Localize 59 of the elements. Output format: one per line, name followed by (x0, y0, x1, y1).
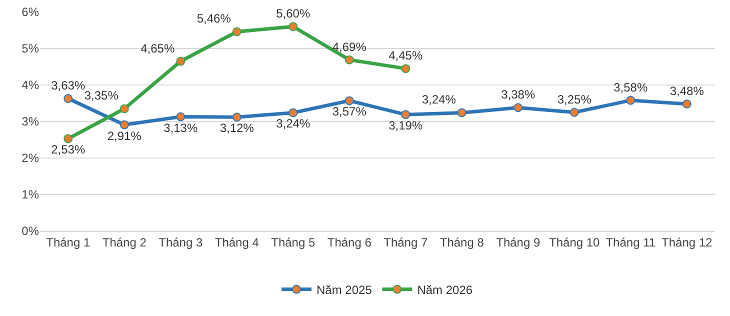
point (232, 112, 242, 122)
legend-label: Năm 2026 (417, 282, 473, 297)
point (514, 103, 523, 112)
data-label: 3,38% (501, 88, 536, 102)
data-label: 3,25% (557, 92, 592, 106)
point (344, 96, 354, 106)
point (401, 64, 410, 74)
data-label: 3,58% (614, 80, 648, 94)
point (401, 110, 410, 120)
x-tick-label: Tháng 5 (271, 235, 316, 250)
legend-label: Năm 2025 (316, 282, 372, 297)
y-tick-label: 4% (22, 78, 40, 92)
x-tick-label: Tháng 6 (327, 235, 372, 250)
data-label: 3,12% (220, 121, 254, 136)
x-tick-label: Tháng 8 (440, 235, 484, 250)
data-label: 3,24% (422, 92, 456, 107)
data-label: 3,35% (84, 88, 119, 103)
data-label: 3,63% (51, 78, 86, 93)
data-label: 2,91% (107, 128, 142, 143)
x-tick-label: Tháng 11 (606, 235, 656, 250)
data-label: 3,57% (332, 104, 367, 119)
x-tick-label: Tháng 7 (384, 235, 428, 250)
x-tick-label: Tháng 1 (46, 235, 90, 250)
data-label: 5,60% (276, 6, 310, 21)
data-label: 3,24% (276, 116, 310, 131)
point (64, 94, 73, 104)
y-tick-label: 3% (22, 114, 40, 129)
y-tick-label: 1% (22, 188, 40, 202)
point (682, 99, 692, 108)
y-tick-label: 6% (22, 5, 40, 20)
point (570, 108, 579, 117)
x-tick-label: Tháng 12 (662, 235, 713, 250)
point (120, 104, 129, 114)
x-tick-label: Tháng 3 (158, 235, 203, 250)
x-tick-label: Tháng 2 (102, 235, 147, 250)
point (120, 120, 129, 130)
point (64, 134, 73, 144)
point (176, 56, 186, 66)
data-label: 4,45% (388, 48, 423, 63)
point (288, 22, 298, 32)
point (288, 108, 298, 118)
point (176, 112, 186, 122)
point (626, 96, 636, 105)
point (457, 108, 466, 118)
data-label: 2,53% (51, 142, 86, 157)
data-label: 4,69% (332, 40, 367, 54)
y-tick-label: 5% (22, 42, 40, 56)
data-label: 3,13% (164, 120, 198, 135)
data-label: 3,48% (670, 84, 704, 98)
y-tick-label: 0% (22, 224, 40, 238)
x-tick-label: Tháng 4 (214, 235, 260, 250)
data-label: 3,19% (388, 118, 423, 133)
x-tick-label: Tháng 10 (549, 235, 600, 250)
data-label: 5,46% (196, 12, 232, 26)
x-tick-label: Tháng 9 (496, 235, 540, 250)
data-label: 4,65% (140, 41, 175, 56)
y-tick-label: 2% (22, 151, 40, 166)
point (344, 55, 354, 64)
point (232, 27, 242, 36)
